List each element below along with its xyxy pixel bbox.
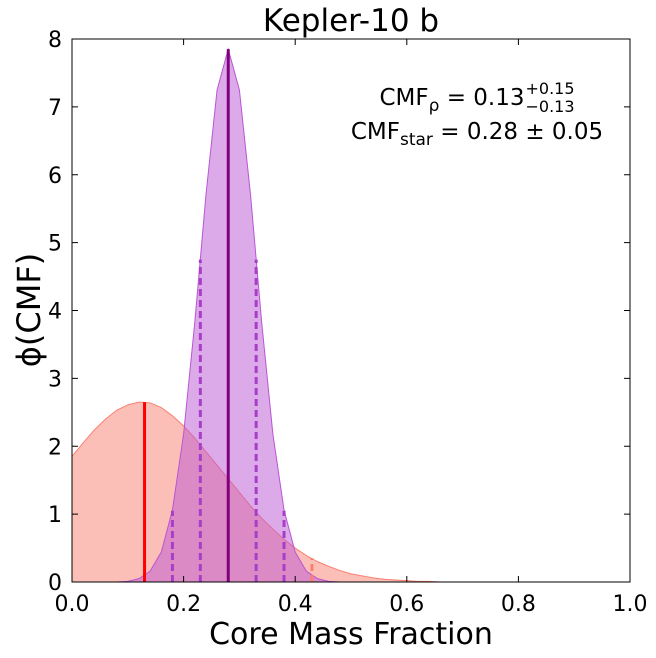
annotation-sub: star	[400, 130, 433, 150]
y-tick-label: 1	[48, 503, 62, 528]
y-tick-label: 5	[48, 232, 62, 257]
x-tick-label: 0.0	[55, 592, 90, 617]
annotation-text: CMFρ = 0.13	[379, 85, 524, 116]
y-tick-label: 3	[48, 367, 62, 392]
chart-title: Kepler-10 b	[263, 3, 439, 39]
annotation-sup: +0.15	[526, 79, 575, 98]
y-tick-label: 7	[48, 96, 62, 121]
annotation-text: CMFstar = 0.28 ± 0.05	[351, 119, 603, 150]
y-tick-label: 8	[48, 28, 62, 53]
annotation-sub: ρ	[429, 96, 440, 116]
annotation: CMFstar = 0.28 ± 0.05	[351, 119, 603, 150]
annotation-main: CMF	[379, 85, 428, 111]
y-axis-label: ϕ(CMF)	[10, 253, 48, 367]
x-tick-label: 0.4	[278, 592, 313, 617]
x-tick-label: 0.6	[389, 592, 424, 617]
x-axis-label: Core Mass Fraction	[209, 617, 493, 652]
x-tick-label: 1.0	[613, 592, 648, 617]
y-tick-label: 2	[48, 435, 62, 460]
annotation-value: = 0.13	[439, 85, 524, 111]
y-tick-label: 0	[48, 571, 62, 596]
annotation-value: = 0.28 ± 0.05	[433, 119, 603, 145]
y-tick-label: 6	[48, 164, 62, 189]
y-tick-label: 4	[48, 300, 62, 325]
annotation: CMFρ = 0.13 +0.15−0.13	[379, 79, 574, 116]
x-tick-label: 0.8	[501, 592, 536, 617]
x-tick-label: 0.2	[166, 592, 201, 617]
annotation-subval: −0.13	[526, 97, 575, 116]
annotation-main: CMF	[351, 119, 400, 145]
density-area	[71, 401, 630, 583]
